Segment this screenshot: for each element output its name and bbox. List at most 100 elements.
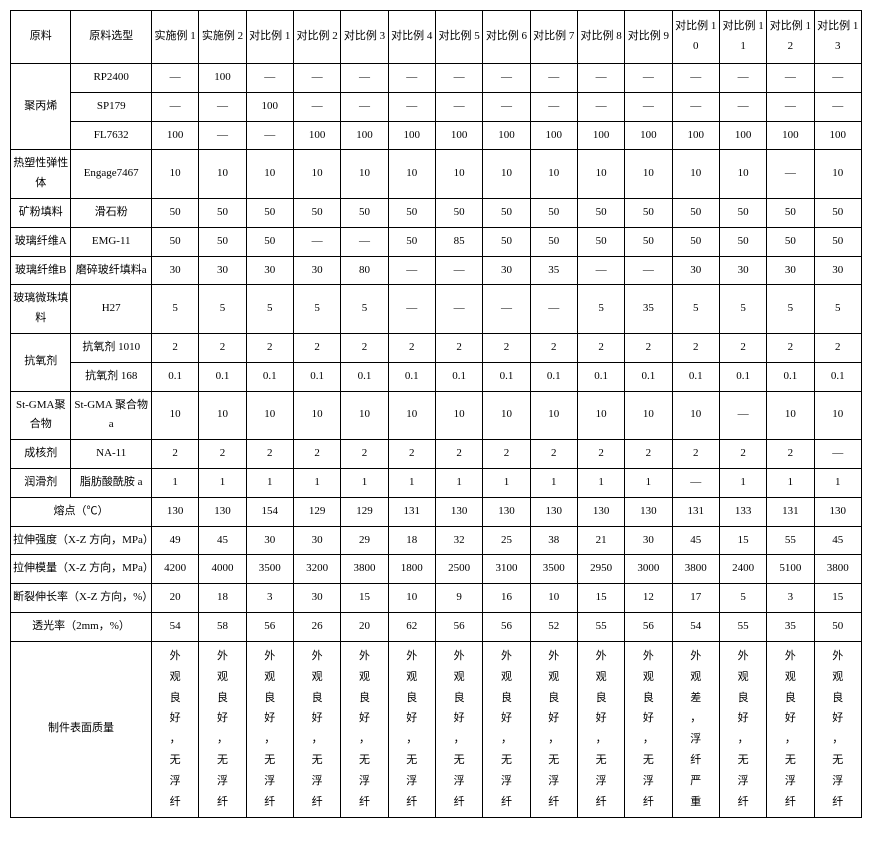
group-6-row-1-val-1: 0.1 — [199, 362, 246, 391]
property-4-val-0: 54 — [151, 612, 198, 641]
property-2-val-14: 3800 — [814, 555, 861, 584]
group-6-row-0-val-10: 2 — [625, 333, 672, 362]
col-header-sample-10: 对比例 9 — [625, 11, 672, 64]
group-0-row-0-val-11: — — [672, 64, 719, 93]
property-2-val-13: 5100 — [767, 555, 814, 584]
group-0-row-2-val-0: 100 — [151, 121, 198, 150]
group-1-row-0-val-13: — — [767, 150, 814, 199]
group-0-row-1-val-14: — — [814, 92, 861, 121]
group-1-row-0-val-2: 10 — [246, 150, 293, 199]
property-3-val-7: 16 — [483, 584, 530, 613]
group-name-4: 玻璃纤维B — [11, 256, 71, 285]
group-4-row-0-val-10: — — [625, 256, 672, 285]
property-0-val-10: 130 — [625, 497, 672, 526]
property-1-val-1: 45 — [199, 526, 246, 555]
property-1-val-8: 38 — [530, 526, 577, 555]
property-1-val-11: 45 — [672, 526, 719, 555]
property-0-val-6: 130 — [435, 497, 482, 526]
property-label-3: 断裂伸长率（X-Z 方向，%） — [11, 584, 152, 613]
group-0-row-1-val-0: — — [151, 92, 198, 121]
surface-quality-val-1: 外观良好，无浮纤 — [199, 641, 246, 817]
surface-quality-val-4: 外观良好，无浮纤 — [341, 641, 388, 817]
group-2-row-0-val-0: 50 — [151, 198, 198, 227]
group-name-5: 玻璃微珠填料 — [11, 285, 71, 334]
group-0-row-1-val-11: — — [672, 92, 719, 121]
group-6-row-1-val-11: 0.1 — [672, 362, 719, 391]
group-6-row-0-val-12: 2 — [719, 333, 766, 362]
surface-quality-val-12: 外观良好，无浮纤 — [719, 641, 766, 817]
property-3-val-2: 3 — [246, 584, 293, 613]
property-row: 拉伸模量（X-Z 方向，MPa）420040003500320038001800… — [11, 555, 862, 584]
group-7-row-0-val-10: 10 — [625, 391, 672, 440]
group-0-row-1-val-5: — — [388, 92, 435, 121]
property-4-val-8: 52 — [530, 612, 577, 641]
group-2-row-0-val-6: 50 — [435, 198, 482, 227]
group-5-row-0-val-9: 5 — [577, 285, 624, 334]
group-8-type-0: NA-11 — [71, 440, 152, 469]
group-0-type-2: FL7632 — [71, 121, 152, 150]
surface-quality-val-2: 外观良好，无浮纤 — [246, 641, 293, 817]
group-8-row-0-val-14: — — [814, 440, 861, 469]
group-2-row-0-val-13: 50 — [767, 198, 814, 227]
group-0-row-2-val-5: 100 — [388, 121, 435, 150]
group-1-row-0-val-0: 10 — [151, 150, 198, 199]
group-5-row-0-val-7: — — [483, 285, 530, 334]
property-1-val-3: 30 — [293, 526, 340, 555]
group-0-row-1-val-7: — — [483, 92, 530, 121]
group-7-row-0-val-0: 10 — [151, 391, 198, 440]
property-0-val-11: 131 — [672, 497, 719, 526]
group-0-row-1-val-8: — — [530, 92, 577, 121]
group-0-row-2-val-13: 100 — [767, 121, 814, 150]
group-5-row-0-val-8: — — [530, 285, 577, 334]
property-4-val-1: 58 — [199, 612, 246, 641]
group-2-row-0-val-4: 50 — [341, 198, 388, 227]
group-9-row-0-val-2: 1 — [246, 468, 293, 497]
group-9-row-0-val-5: 1 — [388, 468, 435, 497]
property-0-val-3: 129 — [293, 497, 340, 526]
group-1-row-0-val-10: 10 — [625, 150, 672, 199]
group-0-row-1-val-6: — — [435, 92, 482, 121]
group-5-row-0-val-0: 5 — [151, 285, 198, 334]
property-3-val-1: 18 — [199, 584, 246, 613]
group-3-row-0-val-11: 50 — [672, 227, 719, 256]
group-8-row-0-val-8: 2 — [530, 440, 577, 469]
group-3-row-0-val-14: 50 — [814, 227, 861, 256]
group-2-row-0-val-9: 50 — [577, 198, 624, 227]
group-8-row-0-val-5: 2 — [388, 440, 435, 469]
group-0-row-0-val-7: — — [483, 64, 530, 93]
property-3-val-3: 30 — [293, 584, 340, 613]
surface-quality-val-0: 外观良好，无浮纤 — [151, 641, 198, 817]
group-2-row-0-val-12: 50 — [719, 198, 766, 227]
group-5-row-0-val-10: 35 — [625, 285, 672, 334]
col-header-sample-6: 对比例 5 — [435, 11, 482, 64]
group-5-row-0-val-5: — — [388, 285, 435, 334]
property-1-val-6: 32 — [435, 526, 482, 555]
group-9-row-0-val-13: 1 — [767, 468, 814, 497]
material-row: St-GMA聚合物St-GMA 聚合物 a1010101010101010101… — [11, 391, 862, 440]
col-header-sample-7: 对比例 6 — [483, 11, 530, 64]
property-4-val-9: 55 — [577, 612, 624, 641]
group-6-row-1-val-14: 0.1 — [814, 362, 861, 391]
property-0-val-7: 130 — [483, 497, 530, 526]
surface-quality-val-6: 外观良好，无浮纤 — [435, 641, 482, 817]
col-header-sample-8: 对比例 7 — [530, 11, 577, 64]
material-row: 润滑剂脂肪酸酰胺 a11111111111—111 — [11, 468, 862, 497]
col-header-sample-13: 对比例 12 — [767, 11, 814, 64]
group-6-row-0-val-0: 2 — [151, 333, 198, 362]
group-1-row-0-val-8: 10 — [530, 150, 577, 199]
group-0-row-0-val-12: — — [719, 64, 766, 93]
group-0-row-0-val-9: — — [577, 64, 624, 93]
material-row: 抗氧剂抗氧剂 1010222222222222222 — [11, 333, 862, 362]
group-0-row-1-val-10: — — [625, 92, 672, 121]
property-4-val-6: 56 — [435, 612, 482, 641]
group-3-row-0-val-9: 50 — [577, 227, 624, 256]
group-7-row-0-val-3: 10 — [293, 391, 340, 440]
group-9-row-0-val-3: 1 — [293, 468, 340, 497]
group-5-row-0-val-6: — — [435, 285, 482, 334]
group-3-row-0-val-12: 50 — [719, 227, 766, 256]
group-0-row-1-val-1: — — [199, 92, 246, 121]
group-5-row-0-val-11: 5 — [672, 285, 719, 334]
surface-quality-val-11: 外观差，浮纤严重 — [672, 641, 719, 817]
group-9-row-0-val-12: 1 — [719, 468, 766, 497]
group-2-type-0: 滑石粉 — [71, 198, 152, 227]
